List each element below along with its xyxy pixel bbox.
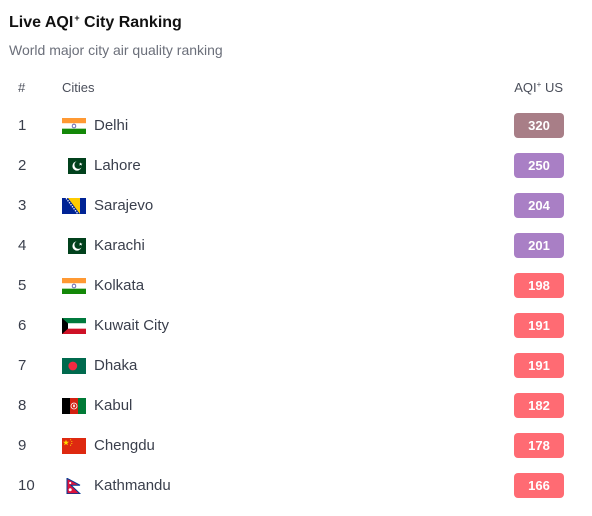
title-main: Live AQI — [9, 14, 74, 31]
ranking-list: 1 Delhi 320 2 Lahore 250 3 Sarajevo 204 4 Karachi 2… — [0, 106, 592, 506]
aqi-badge: 178 — [514, 433, 564, 458]
aqi-badge: 191 — [514, 353, 564, 378]
list-item[interactable]: 2 Lahore 250 — [0, 146, 592, 186]
table-header: # Cities AQI+ US — [0, 80, 592, 98]
city-name[interactable]: Kuwait City — [94, 317, 170, 334]
list-item[interactable]: 10 Kathmandu 166 — [0, 466, 592, 506]
list-item[interactable]: 9 Chengdu 178 — [0, 426, 592, 466]
list-item[interactable]: 4 Karachi 201 — [0, 226, 592, 266]
india-flag-icon — [62, 118, 86, 134]
nepal-flag-icon — [62, 478, 86, 494]
rank-number: 3 — [18, 197, 27, 214]
page-title: Live AQI+ City Ranking — [9, 13, 182, 32]
title-rest: City Ranking — [79, 14, 182, 31]
bangladesh-flag-icon — [62, 358, 86, 374]
rank-column-header: # — [18, 80, 26, 95]
rank-number: 4 — [18, 237, 27, 254]
aqi-header-rest: US — [541, 80, 563, 95]
bosnia-flag-icon — [62, 198, 86, 214]
aqi-badge: 182 — [514, 393, 564, 418]
rank-number: 2 — [18, 157, 27, 174]
pakistan-flag-icon — [62, 238, 86, 254]
city-name[interactable]: Sarajevo — [94, 197, 154, 214]
china-flag-icon — [62, 438, 86, 454]
title-superscript: + — [74, 13, 80, 23]
rank-number: 5 — [18, 277, 27, 294]
page-subtitle: World major city air quality ranking — [9, 42, 223, 58]
city-name[interactable]: Chengdu — [94, 437, 155, 454]
aqi-badge: 198 — [514, 273, 564, 298]
aqi-badge: 320 — [514, 113, 564, 138]
aqi-header-main: AQI — [514, 80, 537, 95]
rank-number: 6 — [18, 317, 27, 334]
aqi-badge: 166 — [514, 473, 564, 498]
list-item[interactable]: 6 Kuwait City 191 — [0, 306, 592, 346]
list-item[interactable]: 3 Sarajevo 204 — [0, 186, 592, 226]
india-flag-icon — [62, 278, 86, 294]
city-name[interactable]: Delhi — [94, 117, 129, 134]
city-name[interactable]: Karachi — [94, 237, 145, 254]
list-item[interactable]: 8 Kabul 182 — [0, 386, 592, 426]
rank-number: 1 — [18, 117, 27, 134]
aqi-badge: 201 — [514, 233, 564, 258]
kuwait-flag-icon — [62, 318, 86, 334]
city-name[interactable]: Dhaka — [94, 357, 138, 374]
aqi-column-header: AQI+ US — [514, 80, 563, 95]
aqi-badge: 204 — [514, 193, 564, 218]
rank-number: 10 — [18, 477, 35, 494]
pakistan-flag-icon — [62, 158, 86, 174]
list-item[interactable]: 7 Dhaka 191 — [0, 346, 592, 386]
city-name[interactable]: Lahore — [94, 157, 141, 174]
list-item[interactable]: 5 Kolkata 198 — [0, 266, 592, 306]
city-column-header: Cities — [62, 80, 95, 95]
city-name[interactable]: Kolkata — [94, 277, 145, 294]
rank-number: 9 — [18, 437, 27, 454]
list-item[interactable]: 1 Delhi 320 — [0, 106, 592, 146]
city-name[interactable]: Kathmandu — [94, 477, 171, 494]
rank-number: 8 — [18, 397, 27, 414]
aqi-badge: 191 — [514, 313, 564, 338]
afghanistan-flag-icon — [62, 398, 86, 414]
aqi-badge: 250 — [514, 153, 564, 178]
rank-number: 7 — [18, 357, 27, 374]
aqi-header-superscript: + — [536, 80, 542, 89]
city-name[interactable]: Kabul — [94, 397, 133, 414]
